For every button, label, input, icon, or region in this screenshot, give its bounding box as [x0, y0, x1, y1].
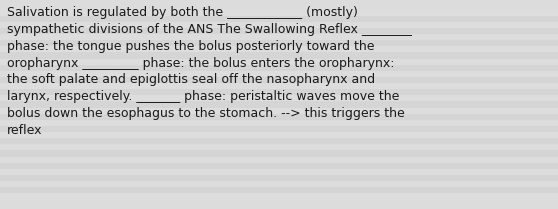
Bar — [0, 150, 558, 157]
Bar — [0, 144, 558, 150]
Bar — [0, 52, 558, 59]
Bar — [0, 138, 558, 144]
Bar — [0, 169, 558, 175]
Bar — [0, 16, 558, 22]
Bar — [0, 163, 558, 169]
Bar — [0, 132, 558, 138]
Bar — [0, 181, 558, 187]
Bar — [0, 120, 558, 126]
Bar — [0, 22, 558, 28]
Bar — [0, 65, 558, 71]
Bar — [0, 89, 558, 95]
Bar — [0, 71, 558, 77]
Bar — [0, 46, 558, 52]
Bar — [0, 40, 558, 46]
Bar — [0, 83, 558, 89]
Bar — [0, 101, 558, 108]
Bar — [0, 34, 558, 40]
Bar — [0, 108, 558, 114]
Bar — [0, 9, 558, 16]
Bar — [0, 187, 558, 193]
Bar — [0, 77, 558, 83]
Bar — [0, 193, 558, 200]
Bar — [0, 175, 558, 181]
Bar — [0, 28, 558, 34]
Bar — [0, 157, 558, 163]
Bar — [0, 114, 558, 120]
Bar — [0, 126, 558, 132]
Bar — [0, 59, 558, 65]
Bar — [0, 95, 558, 101]
Text: Salivation is regulated by both the ____________ (mostly)
sympathetic divisions : Salivation is regulated by both the ____… — [7, 6, 412, 137]
